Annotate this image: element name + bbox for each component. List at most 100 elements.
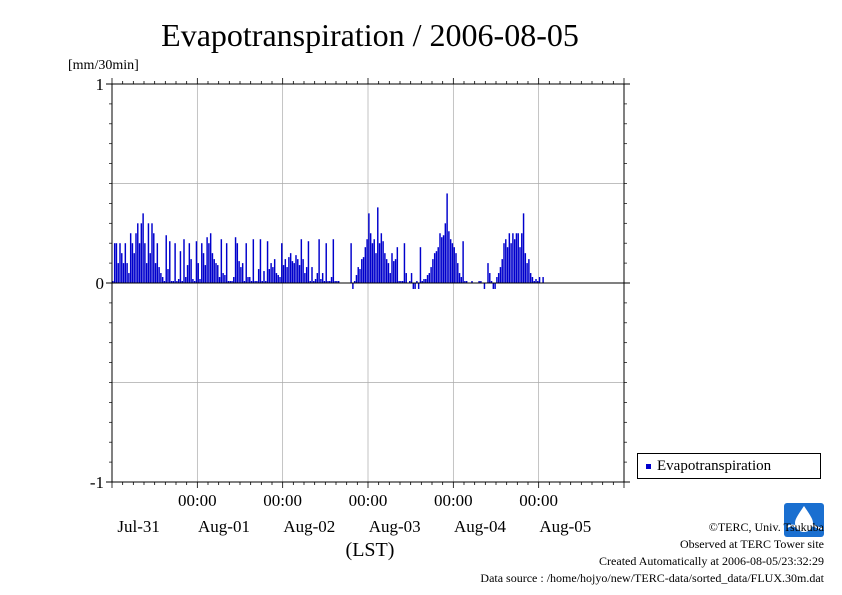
bar	[135, 233, 137, 283]
bar	[309, 281, 311, 283]
bar	[457, 263, 459, 283]
bar	[126, 263, 128, 283]
bar	[465, 281, 468, 283]
bar	[313, 281, 315, 283]
bar	[458, 273, 461, 283]
y-tick-label: 1	[96, 75, 105, 94]
bar	[361, 259, 363, 283]
bar	[289, 253, 292, 283]
y-axis-ticks: 1 0 -1	[90, 75, 630, 492]
bar	[129, 233, 132, 283]
bar	[156, 243, 159, 283]
bar	[225, 243, 228, 283]
bar	[337, 281, 340, 283]
bar	[247, 277, 249, 283]
bar	[401, 281, 404, 283]
bar	[362, 257, 365, 283]
bar	[131, 243, 134, 283]
bar	[142, 213, 144, 283]
bar	[327, 281, 329, 283]
bar	[355, 275, 358, 283]
bar	[291, 261, 294, 283]
bar	[435, 251, 438, 283]
bar	[373, 239, 375, 283]
bar	[490, 281, 493, 283]
bar	[233, 277, 235, 283]
bar	[272, 267, 274, 283]
bar	[282, 265, 285, 283]
bar	[369, 233, 372, 283]
bar	[220, 239, 223, 283]
bar	[172, 281, 175, 283]
bar	[270, 263, 272, 283]
bar	[526, 263, 528, 283]
bar	[163, 281, 166, 283]
bar	[186, 265, 189, 283]
bar	[524, 253, 527, 283]
bar	[218, 277, 221, 283]
bar	[330, 277, 333, 283]
bar	[321, 273, 324, 283]
bar	[241, 263, 244, 283]
bar	[133, 253, 135, 283]
chart-title: Evapotranspiration / 2006-08-05	[161, 17, 579, 53]
bar	[323, 281, 326, 283]
bar	[160, 273, 162, 283]
bar	[112, 281, 114, 283]
bar	[519, 247, 521, 283]
bar	[538, 277, 541, 283]
y-axis-unit-label: [mm/30min]	[68, 58, 139, 73]
bar	[384, 253, 386, 283]
bar	[256, 281, 258, 283]
bar	[206, 237, 208, 283]
bar	[179, 251, 182, 283]
bar	[305, 267, 308, 283]
bar	[115, 243, 118, 283]
bar	[213, 259, 215, 283]
bar	[259, 239, 262, 283]
bar	[446, 193, 448, 283]
bar	[268, 269, 271, 283]
bar	[433, 253, 436, 283]
bar	[208, 243, 210, 283]
bar	[183, 239, 185, 283]
bar	[508, 233, 511, 283]
x-axis-ticks: 00:00 00:00 00:00 00:00 00:00 Jul-31 Aug-01 Aug…	[111, 78, 625, 536]
bar	[448, 231, 450, 283]
bar	[336, 281, 338, 283]
bar	[394, 259, 397, 283]
y-tick-label: 0	[96, 274, 105, 293]
bar	[204, 265, 207, 283]
bar	[503, 243, 505, 283]
bar	[165, 235, 167, 283]
bar	[202, 253, 205, 283]
bar	[494, 283, 496, 289]
bar	[497, 273, 500, 283]
bar	[505, 239, 507, 283]
bar	[192, 279, 194, 283]
bar	[240, 267, 242, 283]
bar	[521, 233, 523, 283]
bar	[238, 261, 240, 283]
bar	[275, 273, 278, 283]
bar	[149, 253, 151, 283]
bar	[437, 247, 439, 283]
bar	[515, 233, 518, 283]
bar	[227, 281, 230, 283]
bar	[117, 263, 119, 283]
bar	[533, 281, 535, 283]
bar	[377, 207, 379, 283]
bar	[405, 273, 407, 283]
bar	[190, 259, 192, 283]
bar	[145, 263, 148, 283]
bar	[252, 239, 255, 283]
bar	[293, 263, 295, 283]
bar	[211, 253, 214, 283]
bar	[250, 281, 253, 283]
bar	[121, 253, 123, 283]
bar	[188, 243, 191, 283]
bar	[224, 275, 226, 283]
bar	[161, 277, 164, 283]
bar	[236, 243, 239, 283]
